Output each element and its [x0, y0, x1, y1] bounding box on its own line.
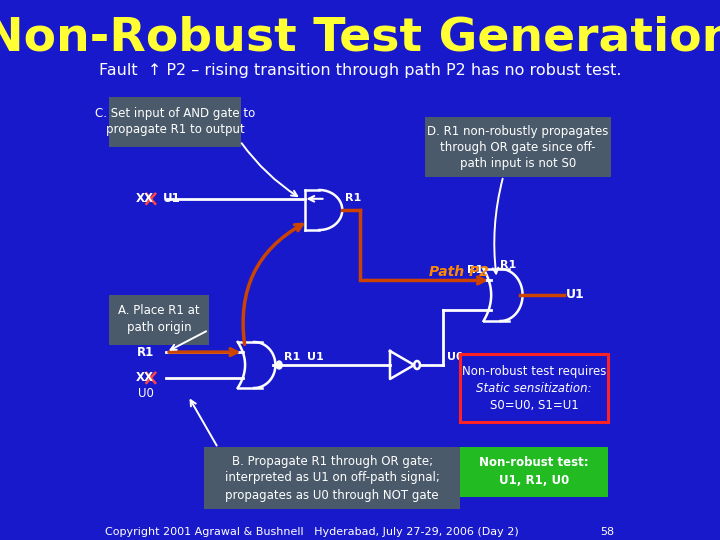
Text: R1: R1: [137, 346, 154, 359]
Text: U1: U1: [566, 288, 585, 301]
Text: interpreted as U1 on off-path signal;: interpreted as U1 on off-path signal;: [225, 471, 440, 484]
Text: path input is not S0: path input is not S0: [460, 157, 576, 170]
Text: propagate R1 to output: propagate R1 to output: [106, 124, 244, 137]
Text: Static sensitization:: Static sensitization:: [476, 381, 592, 395]
FancyBboxPatch shape: [109, 97, 240, 147]
FancyBboxPatch shape: [425, 117, 611, 177]
Text: B. Propagate R1 through OR gate;: B. Propagate R1 through OR gate;: [232, 455, 433, 468]
Text: R1: R1: [500, 260, 516, 271]
Text: R1: R1: [345, 193, 361, 203]
Text: XX: XX: [136, 192, 154, 205]
Text: U1: U1: [163, 192, 180, 205]
Text: C. Set input of AND gate to: C. Set input of AND gate to: [95, 106, 255, 119]
Text: U0: U0: [138, 387, 154, 400]
Circle shape: [276, 361, 282, 369]
Text: Path P2: Path P2: [430, 265, 489, 279]
Text: Copyright 2001 Agrawal & Bushnell   Hyderabad, July 27-29, 2006 (Day 2): Copyright 2001 Agrawal & Bushnell Hydera…: [105, 527, 519, 537]
Text: S0=U0, S1=U1: S0=U0, S1=U1: [490, 399, 578, 411]
Text: XX: XX: [136, 372, 154, 384]
Text: Non-Robust Test Generation: Non-Robust Test Generation: [0, 16, 720, 60]
Text: U0: U0: [447, 352, 464, 362]
Text: propagates as U0 through NOT gate: propagates as U0 through NOT gate: [225, 489, 439, 502]
Text: Non-robust test:: Non-robust test:: [480, 456, 589, 469]
Text: 58: 58: [600, 527, 615, 537]
Text: U1: U1: [307, 352, 324, 362]
Text: R1: R1: [284, 352, 300, 362]
Text: R1: R1: [467, 266, 484, 275]
Text: path origin: path origin: [127, 321, 192, 334]
Text: Non-robust test requires: Non-robust test requires: [462, 364, 606, 377]
FancyBboxPatch shape: [460, 354, 608, 422]
Text: through OR gate since off-: through OR gate since off-: [440, 140, 595, 153]
FancyBboxPatch shape: [109, 295, 210, 345]
FancyBboxPatch shape: [204, 447, 460, 509]
Text: Fault  ↑ P2 – rising transition through path P2 has no robust test.: Fault ↑ P2 – rising transition through p…: [99, 63, 621, 78]
FancyBboxPatch shape: [460, 447, 608, 497]
Text: A. Place R1 at: A. Place R1 at: [118, 305, 200, 318]
Text: U1, R1, U0: U1, R1, U0: [499, 475, 570, 488]
Text: D. R1 non-robustly propagates: D. R1 non-robustly propagates: [427, 125, 608, 138]
